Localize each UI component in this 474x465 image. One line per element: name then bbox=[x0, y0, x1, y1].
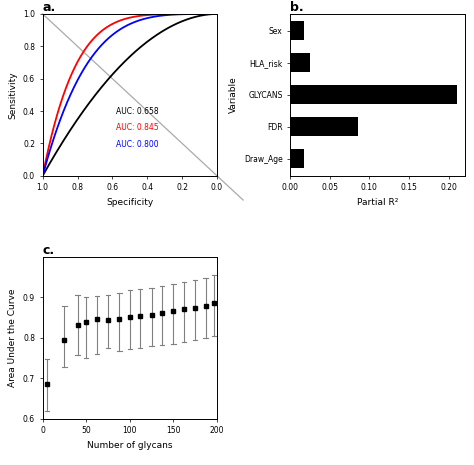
Bar bbox=[290, 21, 304, 40]
Y-axis label: Variable: Variable bbox=[229, 76, 238, 113]
Text: a.: a. bbox=[43, 1, 56, 14]
X-axis label: Specificity: Specificity bbox=[106, 198, 154, 207]
Text: AUC: 0.845: AUC: 0.845 bbox=[116, 124, 158, 133]
Bar bbox=[290, 149, 304, 168]
Text: c.: c. bbox=[43, 244, 55, 257]
Text: AUC: 0.658: AUC: 0.658 bbox=[116, 107, 158, 116]
Y-axis label: Area Under the Curve: Area Under the Curve bbox=[9, 288, 18, 387]
X-axis label: Partial R²: Partial R² bbox=[356, 198, 398, 207]
Bar bbox=[290, 85, 456, 105]
Y-axis label: Sensitivity: Sensitivity bbox=[9, 71, 18, 119]
Text: b.: b. bbox=[290, 1, 304, 14]
Bar bbox=[290, 117, 357, 136]
X-axis label: Number of glycans: Number of glycans bbox=[87, 441, 173, 450]
Bar bbox=[290, 53, 310, 73]
Text: AUC: 0.800: AUC: 0.800 bbox=[116, 140, 158, 149]
